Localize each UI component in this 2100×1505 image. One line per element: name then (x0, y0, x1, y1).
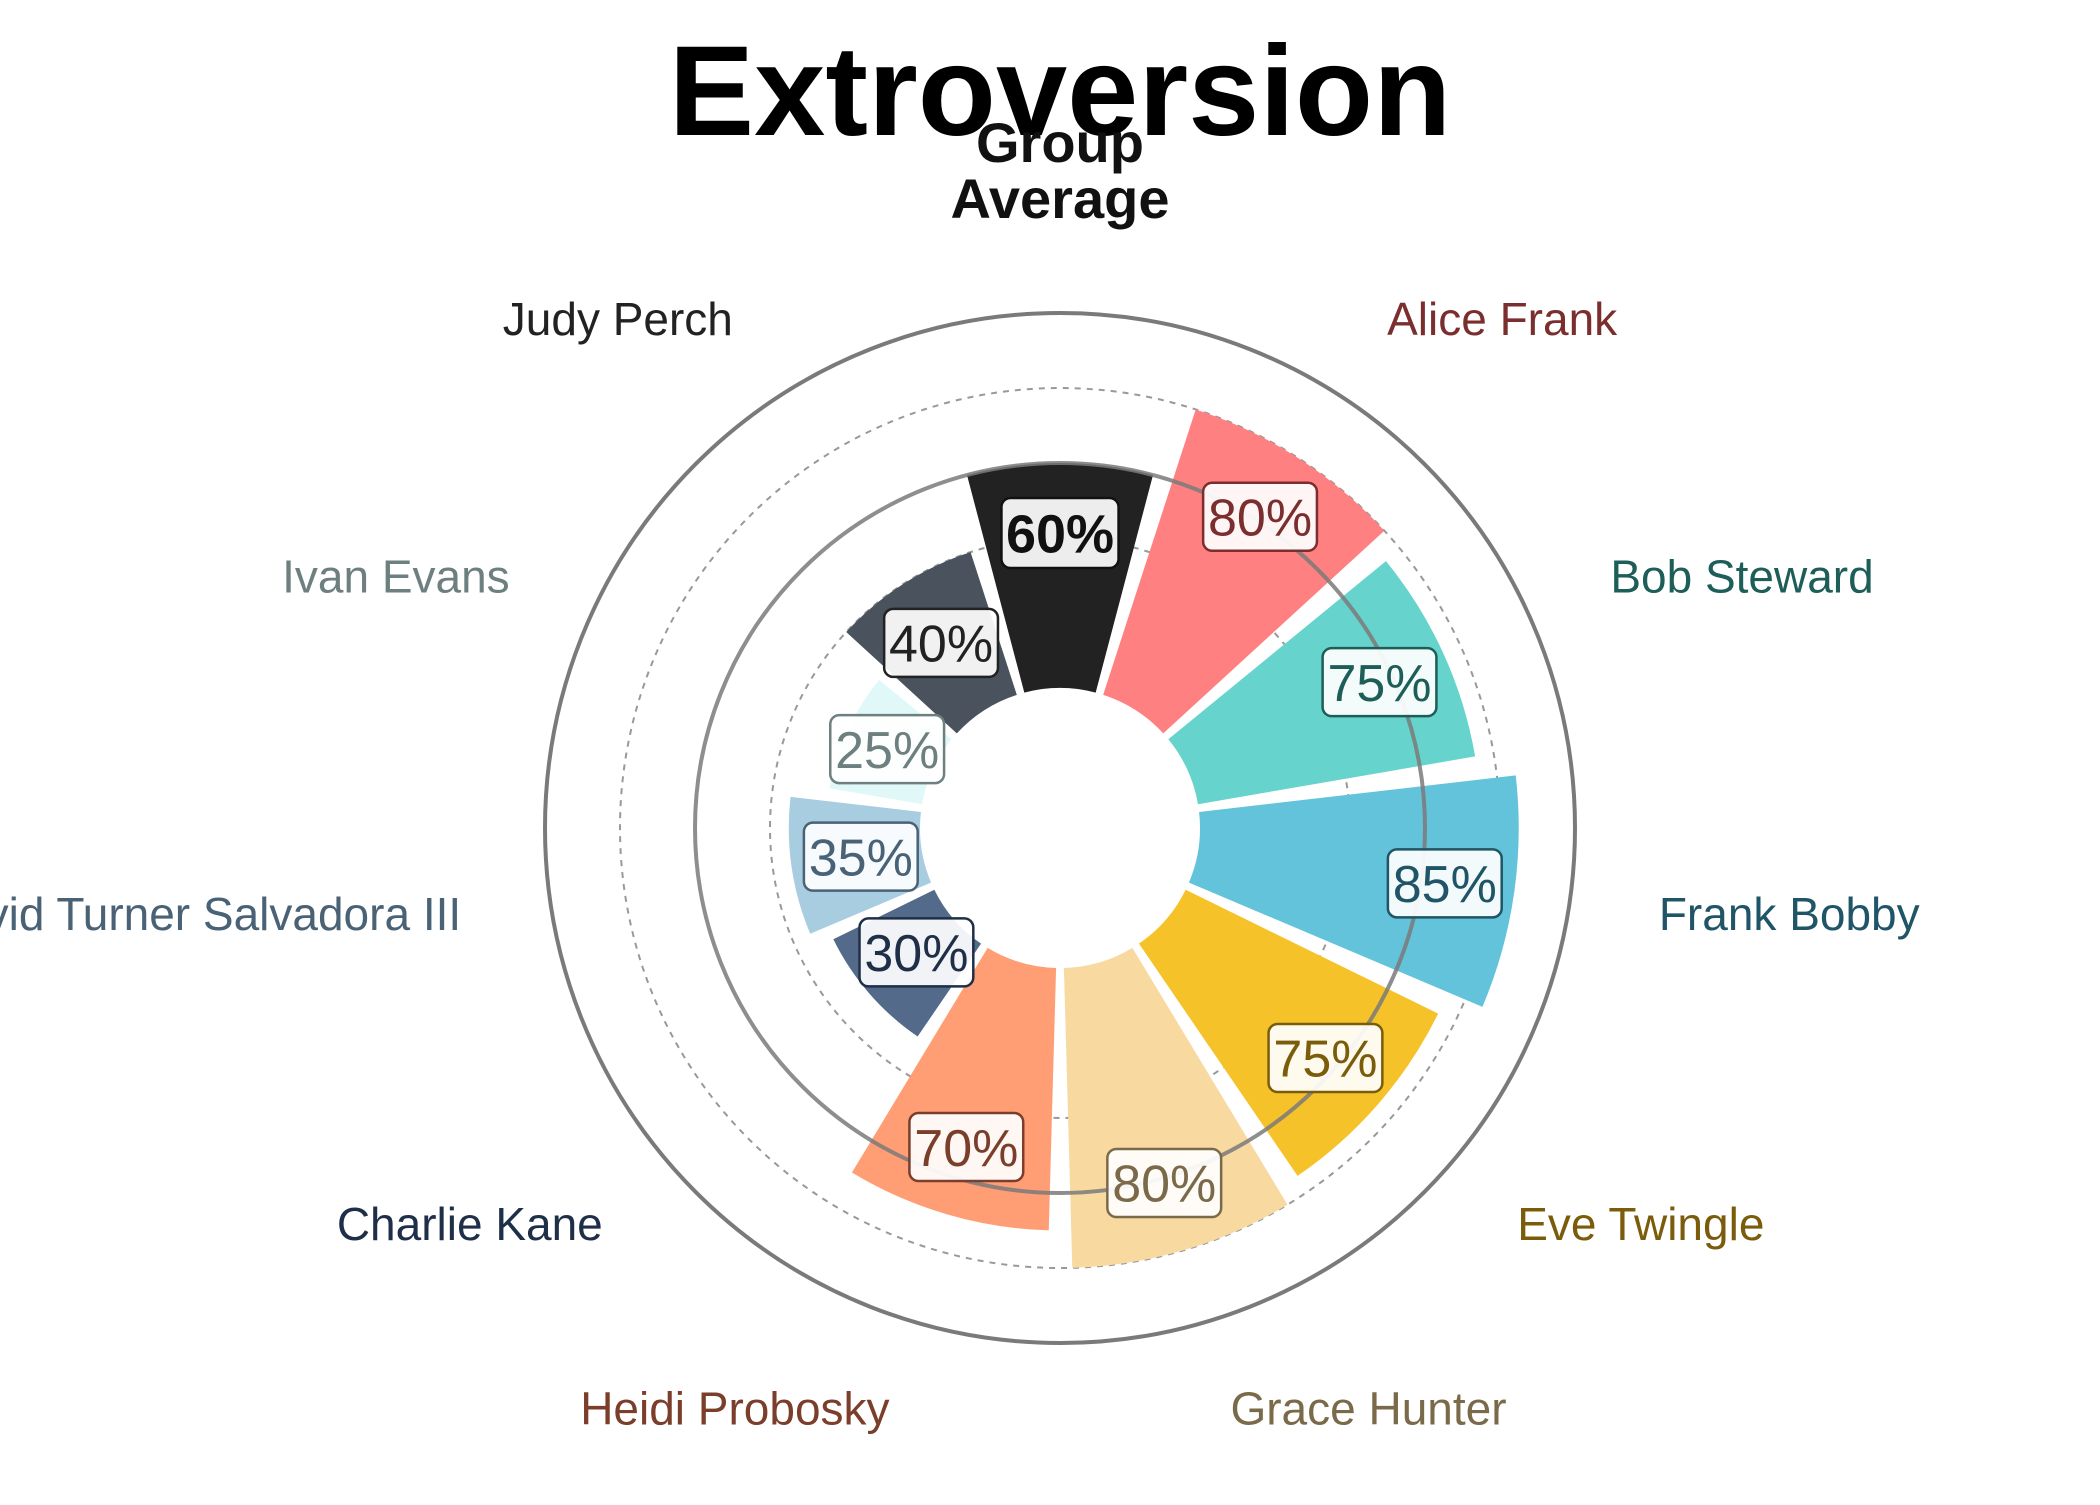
svg-text:85%: 85% (1393, 856, 1497, 914)
value-label-david-turner-salvadora-iii: 35% (802, 821, 919, 892)
value-label-heidi-probosky: 70% (908, 1111, 1025, 1183)
value-label-alice-frank: 80% (1201, 481, 1319, 552)
svg-text:75%: 75% (1327, 655, 1431, 713)
category-label-eve-twingle: Eve Twingle (1517, 1198, 1764, 1250)
category-label-grace-hunter: Grace Hunter (1230, 1382, 1506, 1434)
value-label-judy-perch: 40% (882, 607, 1000, 679)
value-label-charlie-kane: 30% (858, 917, 975, 988)
svg-text:75%: 75% (1273, 1031, 1377, 1089)
bar-frank-bobby (1188, 775, 1519, 1007)
svg-text:60%: 60% (1006, 504, 1114, 564)
value-label-grace-hunter: 80% (1106, 1147, 1223, 1219)
value-label-eve-twingle: 75% (1267, 1022, 1384, 1094)
svg-text:40%: 40% (889, 616, 993, 674)
category-label-charlie-kane: Charlie Kane (337, 1198, 603, 1250)
svg-text:70%: 70% (914, 1120, 1018, 1178)
value-label-bob-steward: 75% (1321, 646, 1438, 718)
svg-text:80%: 80% (1208, 489, 1312, 547)
svg-text:35%: 35% (809, 829, 913, 887)
ring-gridline-0 (693, 461, 1427, 1195)
category-label-heidi-probosky: Heidi Probosky (580, 1382, 889, 1434)
svg-text:25%: 25% (835, 722, 939, 780)
category-label-alice-frank: Alice Frank (1387, 293, 1618, 345)
category-label-david-turner-salvadora-iii: David Turner Salvadora III (0, 888, 461, 940)
category-labels-layer: Group Average Alice Frank Bob Steward Frank … (0, 111, 1920, 1434)
value-label-ivan-evans: 25% (829, 713, 946, 785)
svg-text:30%: 30% (864, 925, 968, 983)
data-labels-layer: 60% 80% 75% 85% 75% 80% 70% 30% 35% 25% 40% (802, 481, 1503, 1219)
ring-gridline-1 (543, 311, 1577, 1345)
chart-title: Extroversion (669, 20, 1452, 163)
category-label-ivan-evans: Ivan Evans (282, 551, 510, 603)
category-label-group-average: Group Average (951, 111, 1170, 230)
svg-text:80%: 80% (1112, 1156, 1216, 1214)
value-label-frank-bobby: 85% (1386, 848, 1503, 919)
value-label-group-average: 60% (1000, 496, 1120, 570)
category-label-judy-perch: Judy Perch (503, 293, 733, 345)
category-label-bob-steward: Bob Steward (1610, 551, 1873, 603)
bars-layer (543, 311, 1577, 1345)
category-label-frank-bobby: Frank Bobby (1659, 888, 1920, 940)
